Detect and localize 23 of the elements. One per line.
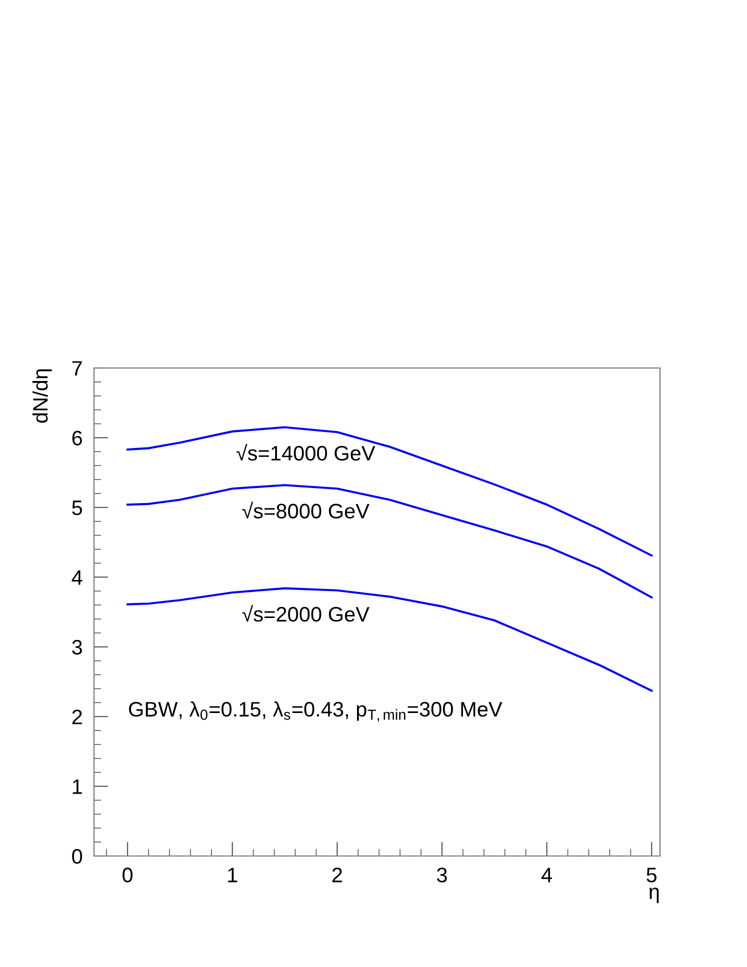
x-tick-label: 5	[646, 868, 657, 882]
line-series	[126, 587, 653, 692]
line-series	[126, 426, 653, 557]
x-axis-title: η	[649, 888, 659, 904]
x-tick-label: 0	[122, 868, 133, 882]
x-tick-label: 3	[436, 868, 447, 882]
x-tick-label: 2	[332, 868, 342, 882]
y-tick-label: 1	[72, 780, 82, 794]
y-tick-label: 4	[72, 570, 82, 585]
line-series	[126, 484, 653, 598]
y-tick-label: 2	[72, 710, 82, 724]
x-tick-label: 4	[541, 868, 552, 882]
series-label: √s=2000 GeV	[242, 604, 370, 622]
y-axis-title: dN/dη	[32, 369, 52, 423]
y-tick-label: 6	[72, 430, 82, 446]
y-tick-label: 7	[72, 361, 82, 376]
y-tick-label: 5	[72, 500, 82, 516]
y-tick-label: 0	[72, 849, 82, 864]
series-label: √s=14000 GeV	[236, 444, 376, 461]
series-label: √s=8000 GeV	[242, 502, 370, 518]
annotation: GBW, λ$_{0}$=0.15, λ$_{s}$=0.43, p$_{T,min}$=300 MeV	[129, 701, 502, 722]
x-tick-label: 1	[228, 868, 238, 882]
y-tick-label: 3	[72, 640, 82, 655]
